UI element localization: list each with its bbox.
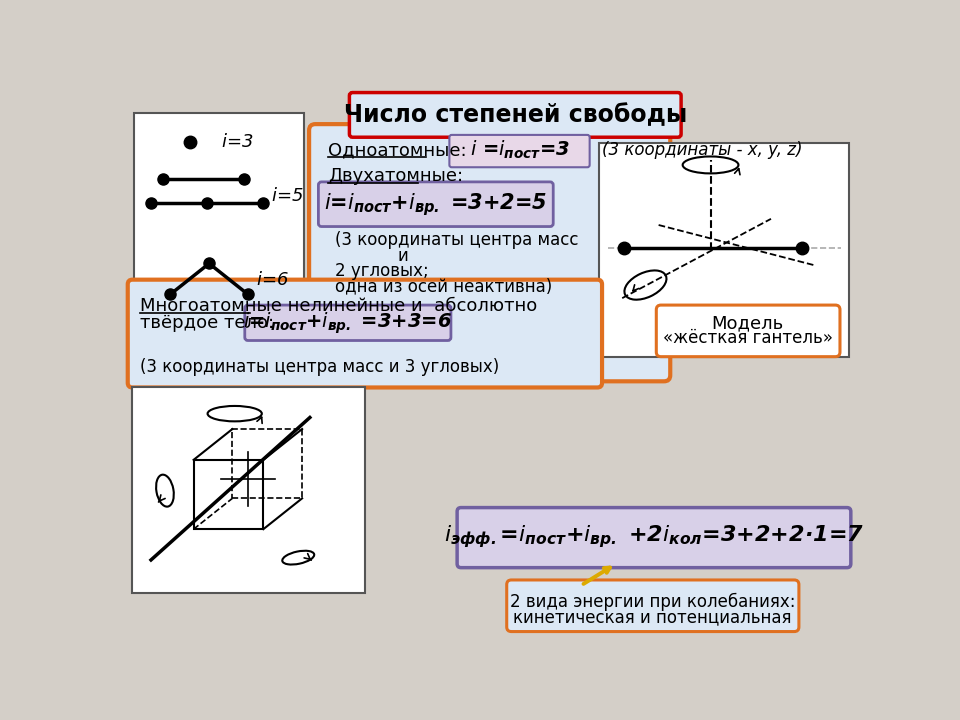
- Text: и: и: [397, 247, 408, 265]
- Text: Модель: Модель: [711, 315, 784, 333]
- FancyBboxPatch shape: [457, 508, 851, 567]
- Text: $i$=3: $i$=3: [221, 132, 253, 150]
- FancyBboxPatch shape: [309, 124, 670, 382]
- Text: одна из осей неактивна): одна из осей неактивна): [335, 278, 553, 296]
- Text: твёрдое тело:: твёрдое тело:: [140, 314, 275, 332]
- Text: 2 вида энергии при колебаниях:: 2 вида энергии при колебаниях:: [510, 593, 795, 611]
- Text: $i$ =$i_{\mathregular{пост}}$=3: $i$ =$i_{\mathregular{пост}}$=3: [469, 139, 570, 161]
- Text: $i$=$i_{\mathregular{пост}}$+$i_{\mathregular{вр.}}$ =3+2=5: $i$=$i_{\mathregular{пост}}$+$i_{\mathre…: [324, 191, 547, 217]
- Text: (3 координаты центра масс: (3 координаты центра масс: [335, 231, 579, 249]
- Text: Одноатомные:: Одноатомные:: [327, 141, 467, 159]
- FancyBboxPatch shape: [128, 279, 602, 387]
- FancyBboxPatch shape: [599, 143, 849, 357]
- Text: «жёсткая гантель»: «жёсткая гантель»: [662, 329, 832, 347]
- Text: Число степеней свободы: Число степеней свободы: [344, 103, 686, 127]
- Text: $i$=5: $i$=5: [271, 186, 303, 204]
- FancyBboxPatch shape: [319, 182, 553, 227]
- Text: (3 координаты центра масс и 3 угловых): (3 координаты центра масс и 3 угловых): [140, 358, 499, 376]
- FancyBboxPatch shape: [132, 387, 365, 593]
- FancyBboxPatch shape: [134, 113, 304, 341]
- Text: Многоатомные нелинейные и  абсолютно: Многоатомные нелинейные и абсолютно: [140, 297, 538, 315]
- FancyBboxPatch shape: [507, 580, 799, 631]
- Text: кинетическая и потенциальная: кинетическая и потенциальная: [514, 608, 792, 626]
- FancyBboxPatch shape: [349, 93, 681, 138]
- Text: $i_{\mathregular{эфф.}}$=$i_{\mathregular{пост}}$+$i_{\mathregular{вр.}}$ +2$i_{: $i_{\mathregular{эфф.}}$=$i_{\mathregula…: [444, 523, 864, 550]
- Text: (3 координаты - x, y, z): (3 координаты - x, y, z): [602, 141, 803, 159]
- Text: Двухатомные:: Двухатомные:: [327, 167, 463, 185]
- FancyBboxPatch shape: [657, 305, 840, 356]
- FancyBboxPatch shape: [449, 135, 589, 167]
- FancyBboxPatch shape: [245, 305, 451, 341]
- Text: $i$=6: $i$=6: [255, 271, 288, 289]
- Text: 2 угловых;: 2 угловых;: [335, 262, 429, 280]
- Text: $i$=$i_{\mathregular{пост}}$+$i_{\mathregular{вр.}}$ =3+3=6: $i$=$i_{\mathregular{пост}}$+$i_{\mathre…: [244, 310, 452, 336]
